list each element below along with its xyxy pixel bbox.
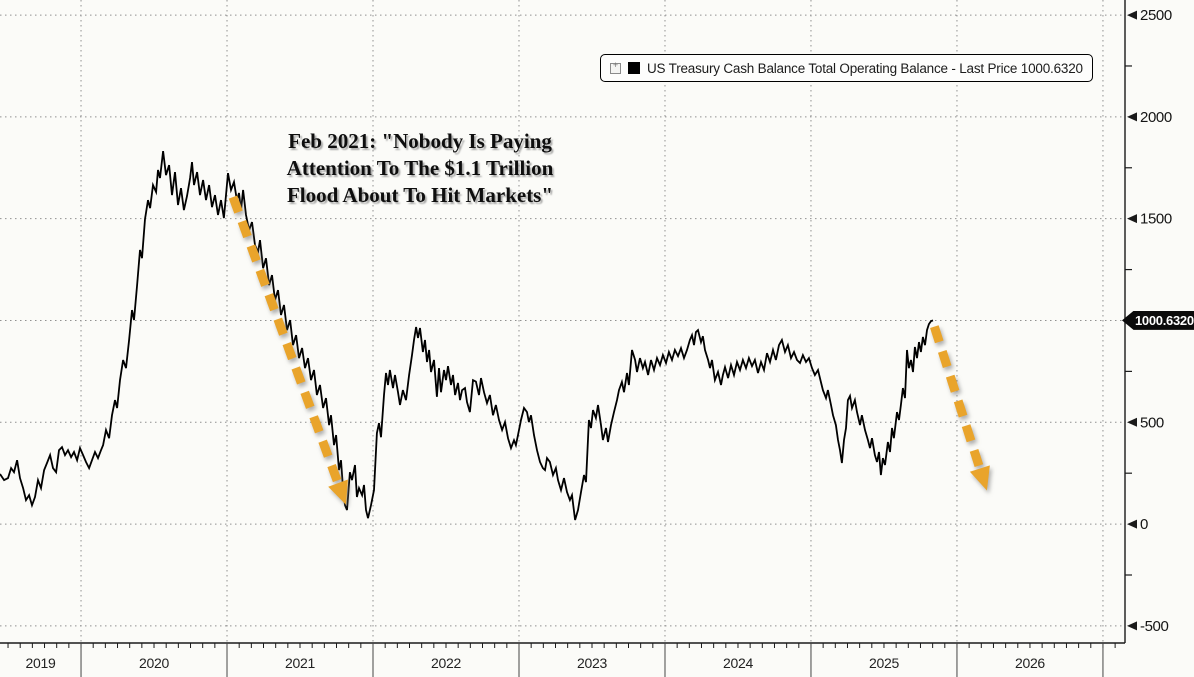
x-year-label: 2023 [577, 655, 607, 671]
arrow-head [969, 465, 990, 491]
y-tick-arrow [1127, 519, 1137, 529]
y-tick-arrow [1127, 112, 1137, 122]
y-tick-label: 500 [1140, 414, 1164, 431]
y-tick-arrow [1127, 417, 1137, 427]
legend-box[interactable]: US Treasury Cash Balance Total Operating… [600, 54, 1093, 82]
legend-expand-icon[interactable] [610, 61, 621, 74]
x-year-label: 2024 [723, 655, 753, 671]
x-year-label: 2020 [139, 655, 169, 671]
last-price-badge: 1000.6320 [1122, 310, 1194, 330]
last-price-value: 1000.6320 [1135, 312, 1194, 328]
x-year-label: 2022 [431, 655, 461, 671]
annotation-line-2: Attention To The $1.1 Trillion [286, 156, 554, 180]
y-tick-arrow [1127, 10, 1137, 20]
x-year-label: 2021 [285, 655, 315, 671]
gridlines [0, 0, 1125, 643]
y-tick-arrow [1127, 214, 1137, 224]
x-year-label: 2025 [869, 655, 899, 671]
y-tick-label: 2500 [1140, 7, 1172, 24]
y-tick-arrow [1127, 621, 1137, 631]
y-tick-label: 2000 [1140, 109, 1172, 126]
x-axis: 2019 2020 2021 2022 2023 2024 2025 2026 [7, 643, 1116, 677]
x-year-label: 2019 [26, 655, 56, 671]
annotation-line-3: Flood About To Hit Markets" [286, 183, 554, 207]
y-axis: 2500 2000 1500 500 0 -500 [1125, 7, 1172, 635]
annotation-line-1: Feb 2021: "Nobody Is Paying [288, 129, 552, 153]
price-line [0, 150, 934, 521]
y-tick-label: -500 [1140, 618, 1168, 635]
projection-arrows [228, 195, 990, 505]
legend-label: US Treasury Cash Balance Total Operating… [647, 60, 1083, 76]
legend-color-swatch [628, 62, 640, 74]
x-year-label: 2026 [1015, 655, 1045, 671]
y-tick-label: 0 [1140, 516, 1148, 533]
arrow-head [328, 479, 348, 505]
annotation-text: Feb 2021: "Nobody Is Paying Attention To… [246, 128, 594, 209]
price-series [0, 150, 934, 521]
y-tick-label: 1500 [1140, 211, 1172, 228]
